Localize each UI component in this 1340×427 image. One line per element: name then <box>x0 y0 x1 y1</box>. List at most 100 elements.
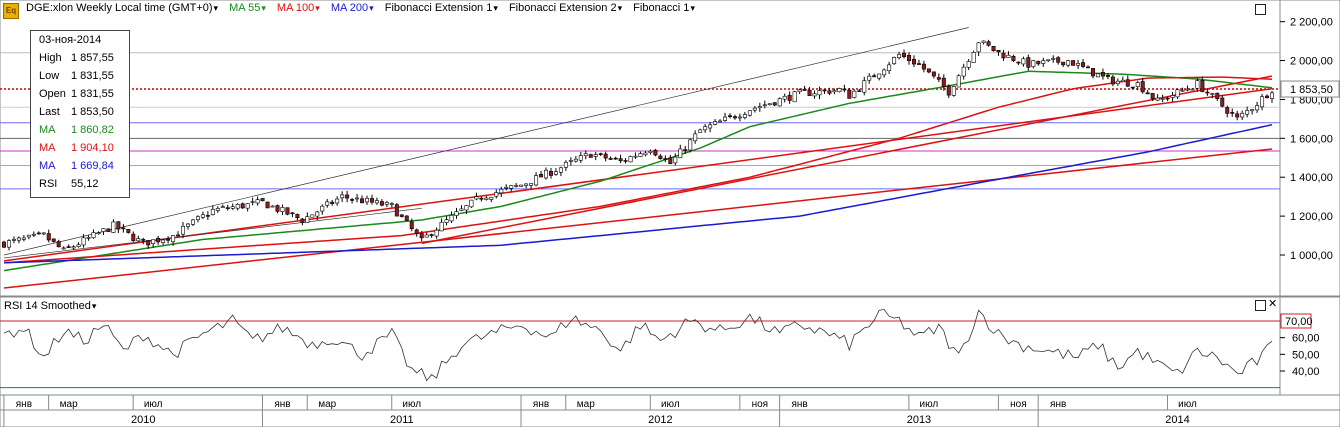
ma200-selector[interactable]: MA 200 <box>331 2 374 14</box>
info-label: RSI <box>39 178 58 190</box>
candle-up <box>245 203 250 209</box>
candle-up <box>961 66 966 77</box>
candle-up <box>509 185 514 189</box>
info-row-rsi: RSI 55,12 <box>39 178 99 190</box>
trend-line[interactable] <box>3 148 1273 289</box>
candle-up <box>111 221 116 233</box>
candle-up <box>708 124 713 129</box>
candle-up <box>832 90 837 93</box>
app-logo-icon[interactable]: Eq <box>3 3 19 19</box>
candle-up <box>519 184 524 187</box>
symbol-selector[interactable]: DGE:xlon Weekly Local time (GMT+0) <box>26 2 218 14</box>
price-tick-label: 1 200,00 <box>1290 211 1333 223</box>
candle-up <box>817 90 822 96</box>
candle-down <box>131 233 136 242</box>
trend-line[interactable] <box>3 27 969 256</box>
candle-up <box>1155 97 1160 101</box>
candle-down <box>345 194 350 199</box>
rsi-series: 40,00 50,00 60,00 70,00 <box>3 309 1320 382</box>
candle-up <box>693 133 698 142</box>
candle-up <box>867 75 872 81</box>
candle-down <box>608 158 613 160</box>
candle-up <box>1135 82 1140 87</box>
main-plot-area[interactable] <box>0 0 1281 297</box>
candle-up <box>688 139 693 151</box>
trend-line[interactable] <box>421 75 1273 245</box>
candle-down <box>847 89 852 99</box>
candle-down <box>1220 97 1225 107</box>
maximize-rsi-button[interactable] <box>1255 300 1266 311</box>
candle-down <box>1086 66 1091 69</box>
year-label: 2013 <box>907 414 931 426</box>
last-price-box <box>1280 80 1340 98</box>
candle-up <box>762 104 767 107</box>
month-label: мар <box>318 399 336 410</box>
candle-up <box>474 196 479 200</box>
candle-up <box>364 197 369 203</box>
ma55-line <box>3 70 1273 272</box>
rsi-plot-area[interactable] <box>0 296 1281 396</box>
candle-up <box>578 155 583 161</box>
candle-up <box>529 183 534 186</box>
price-axis: 1 000,001 200,001 400,001 600,001 800,00… <box>1280 17 1340 262</box>
candle-up <box>320 205 325 212</box>
month-label: июл <box>661 399 680 410</box>
candle-down <box>663 158 668 160</box>
candle-up <box>136 238 141 242</box>
candle-up <box>185 223 190 227</box>
candle-up <box>91 232 96 239</box>
candle-up <box>583 153 588 156</box>
candle-up <box>1260 96 1265 108</box>
candle-up <box>215 208 220 211</box>
candle-down <box>1081 62 1086 67</box>
fib-ext2-selector[interactable]: Fibonacci Extension 2 <box>509 2 622 14</box>
candle-down <box>116 221 121 230</box>
candle-up <box>767 103 772 105</box>
candle-up <box>1076 63 1081 66</box>
candle-down <box>842 88 847 91</box>
candle-down <box>1150 93 1155 99</box>
candle-down <box>1110 76 1115 85</box>
price-tick-label: 1 600,00 <box>1290 133 1333 145</box>
month-label: янв <box>533 399 549 410</box>
candle-down <box>946 85 951 96</box>
info-label: Last <box>39 106 60 118</box>
candle-up <box>1051 58 1056 60</box>
candle-down <box>931 71 936 77</box>
candle-down <box>936 77 941 80</box>
candle-up <box>489 196 494 200</box>
candle-up <box>484 197 489 200</box>
close-rsi-icon[interactable]: ✕ <box>1268 298 1278 310</box>
candle-down <box>369 198 374 203</box>
candle-up <box>161 239 166 244</box>
candle-up <box>1250 109 1255 112</box>
candle-up <box>16 237 21 241</box>
ma100-selector[interactable]: MA 100 <box>277 2 320 14</box>
year-label: 2012 <box>648 414 672 426</box>
candle-up <box>698 129 703 133</box>
candle-up <box>782 95 787 100</box>
candle-up <box>976 42 981 53</box>
fib1-selector[interactable]: Fibonacci 1 <box>633 2 695 14</box>
candle-up <box>877 73 882 79</box>
candle-down <box>668 157 673 164</box>
candle-down <box>1016 61 1021 64</box>
candle-up <box>1185 88 1190 91</box>
candle-up <box>81 237 86 246</box>
candle-up <box>31 233 36 236</box>
fib-ext1-selector[interactable]: Fibonacci Extension 1 <box>385 2 498 14</box>
candle-down <box>907 54 912 61</box>
candle-up <box>171 235 176 243</box>
info-label: MA <box>39 124 56 136</box>
candle-down <box>1205 91 1210 94</box>
candle-down <box>727 115 732 117</box>
rsi-tick-label: 40,00 <box>1292 366 1320 378</box>
candle-down <box>146 240 151 246</box>
candle-up <box>6 240 11 248</box>
rsi-title[interactable]: RSI 14 Smoothed <box>4 300 96 312</box>
candle-down <box>613 157 618 160</box>
candle-up <box>887 64 892 72</box>
ma55-selector[interactable]: MA 55 <box>229 2 266 14</box>
maximize-main-button[interactable] <box>1255 4 1266 15</box>
